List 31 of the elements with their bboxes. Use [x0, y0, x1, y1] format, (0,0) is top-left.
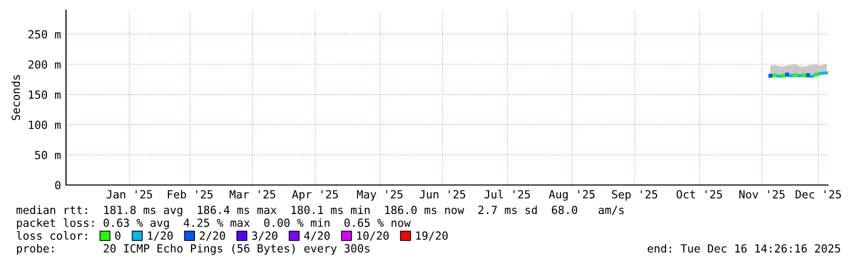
y-tick-label: 100 m — [29, 120, 61, 130]
legend-label: 3/20 — [252, 231, 278, 241]
x-tick-label: Sep '25 — [612, 190, 658, 201]
legend-label: 1/20 — [148, 231, 173, 241]
y-axis-title: Seconds — [11, 75, 20, 120]
legend-title: loss color: — [16, 231, 87, 240]
legend-label: 10/20 — [357, 231, 389, 241]
x-tick-label: Aug '25 — [548, 190, 595, 201]
legend-label: 2/20 — [200, 231, 226, 241]
x-tick-label: Apr '25 — [292, 190, 338, 201]
text: packet loss: 0.63 % avg 4.25 % max 0.00 % min 0.65 % now — [17, 218, 411, 230]
x-tick-label: Oct '25 — [676, 190, 722, 199]
x-tick-label: Mar '25 — [230, 190, 276, 199]
x-tick-label: Jan '25 — [106, 190, 152, 199]
y-tick-label: 200 m — [28, 60, 61, 69]
x-tick-label: Nov '25 — [739, 190, 785, 199]
y-tick-label: 250 m — [28, 30, 61, 39]
y-tick-label: 0 — [55, 181, 60, 190]
x-tick-label: Jun '25 — [420, 190, 466, 199]
text: median rtt: 181.8 ms avg 186.4 ms max 180.1 ms min 186.0 ms now 2.7 ms sd 68.0 am/s — [16, 206, 624, 216]
text: end: Tue Dec 16 14:26:16 2025 — [648, 244, 840, 253]
legend-label: 19/20 — [416, 231, 448, 241]
y-tick-label: 150 m — [29, 90, 61, 99]
legend-label: 4/20 — [304, 231, 330, 241]
x-tick-label: May '25 — [357, 190, 403, 201]
x-tick-label: Jul '25 — [484, 190, 530, 199]
text: probe: 20 ICMP Echo Pings (56 Bytes) every 300s — [17, 244, 370, 255]
x-tick-label: Feb '25 — [168, 190, 213, 199]
x-tick-label: Dec '25 — [796, 190, 841, 199]
legend-label: 0 — [115, 231, 120, 240]
y-tick-label: 50 m — [35, 150, 61, 160]
